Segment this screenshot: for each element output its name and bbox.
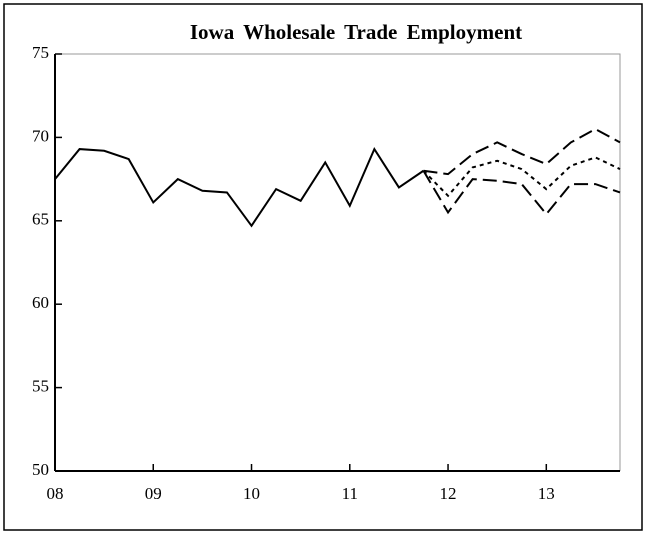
plot-border: [55, 53, 621, 471]
y-tick-label: 65: [32, 210, 49, 229]
y-tick-label: 55: [32, 377, 49, 396]
frame: [3, 3, 643, 531]
y-tick-label: 60: [32, 293, 49, 312]
y-tick-label: 50: [32, 460, 49, 479]
x-tick-label: 11: [342, 484, 358, 503]
x-tick-label: 13: [538, 484, 555, 503]
chart-title: Iowa Wholesale Trade Employment: [190, 20, 522, 44]
x-tick-label: 10: [243, 484, 260, 503]
series-line: [54, 146, 425, 228]
y-tick-label: 75: [32, 43, 49, 62]
x-tick-label: 09: [145, 484, 162, 503]
x-tick-label: 12: [440, 484, 457, 503]
y-tick-label: 70: [32, 126, 49, 145]
series-line: [423, 127, 621, 176]
x-tick-label: 08: [47, 484, 64, 503]
series-line: [422, 156, 621, 198]
series-line: [422, 170, 621, 216]
